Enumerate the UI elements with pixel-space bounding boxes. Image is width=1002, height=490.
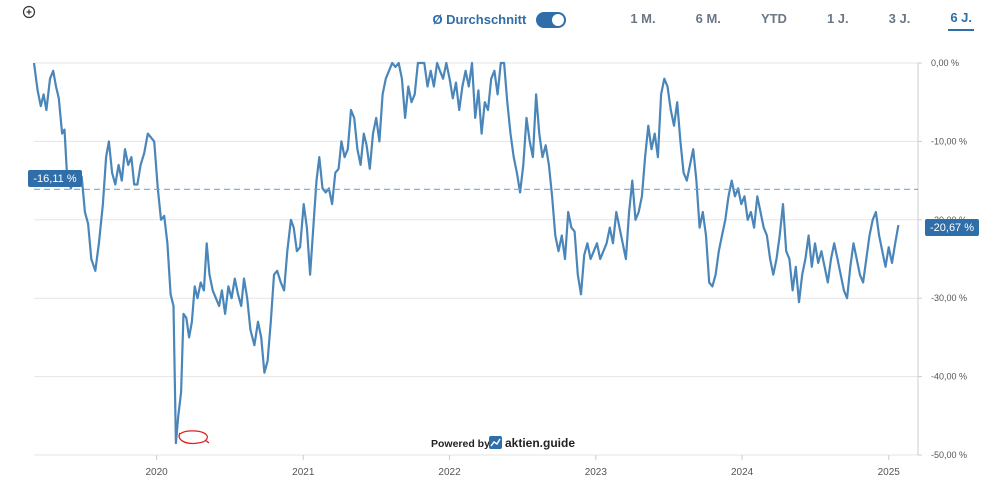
average-badge-bg xyxy=(28,170,82,187)
powered-by[interactable]: Powered by aktien.guide xyxy=(431,436,575,450)
y-tick-label: 0,00 % xyxy=(931,58,959,68)
range-tab-6m[interactable]: 6 M. xyxy=(695,11,721,26)
x-tick-label: 2021 xyxy=(292,467,315,478)
aktien-guide-logo-icon xyxy=(489,436,502,449)
x-tick-label: 2025 xyxy=(878,467,901,478)
average-value-badge: -16,11 % xyxy=(28,170,82,187)
x-tick-label: 2020 xyxy=(145,467,168,478)
y-tick-label: -10,00 % xyxy=(931,136,967,146)
y-axis: 0,00 %-10,00 %-20,00 %-30,00 %-40,00 %-5… xyxy=(917,58,967,460)
powered-by-brand: aktien.guide xyxy=(505,436,575,450)
powered-by-label: Powered by xyxy=(431,438,490,450)
average-switch[interactable] xyxy=(536,11,567,28)
range-tab-1m[interactable]: 1 M. xyxy=(630,11,656,26)
switch-knob xyxy=(552,13,565,26)
x-axis: 2020 2021 2022 2023 2024 2025 xyxy=(145,455,900,478)
last-value-badge: -20,67 % xyxy=(925,219,979,236)
average-toggle-label: Ø Durchschnitt xyxy=(432,12,527,27)
drawdown-line xyxy=(32,61,900,445)
x-tick-label: 2024 xyxy=(731,467,754,478)
average-badge-label: -16,11 % xyxy=(33,173,76,185)
x-tick-label: 2022 xyxy=(438,467,461,478)
chart-toolbar: Ø Durchschnitt 1 M. 6 M. YTD 1 J. 3 J. 6… xyxy=(432,8,974,31)
last-value-badge-label: -20,67 % xyxy=(930,222,974,234)
series-layer xyxy=(32,61,900,445)
y-tick-label: -50,00 % xyxy=(931,450,967,460)
zoom-reset-icon[interactable] xyxy=(22,5,36,19)
last-value-badge-bg xyxy=(925,219,979,236)
y-tick-label: -30,00 % xyxy=(931,293,967,303)
range-tab-3y[interactable]: 3 J. xyxy=(888,11,911,26)
red-circle-annotation xyxy=(178,430,210,445)
y-tick-label: -40,00 % xyxy=(931,372,967,382)
average-toggle[interactable]: Ø Durchschnitt xyxy=(432,11,567,28)
range-tab-1y[interactable]: 1 J. xyxy=(826,11,849,26)
grid-layer xyxy=(34,62,918,456)
range-tab-6y[interactable]: 6 J. xyxy=(948,8,974,31)
range-tab-ytd[interactable]: YTD xyxy=(760,11,787,26)
x-tick-label: 2023 xyxy=(585,467,608,478)
